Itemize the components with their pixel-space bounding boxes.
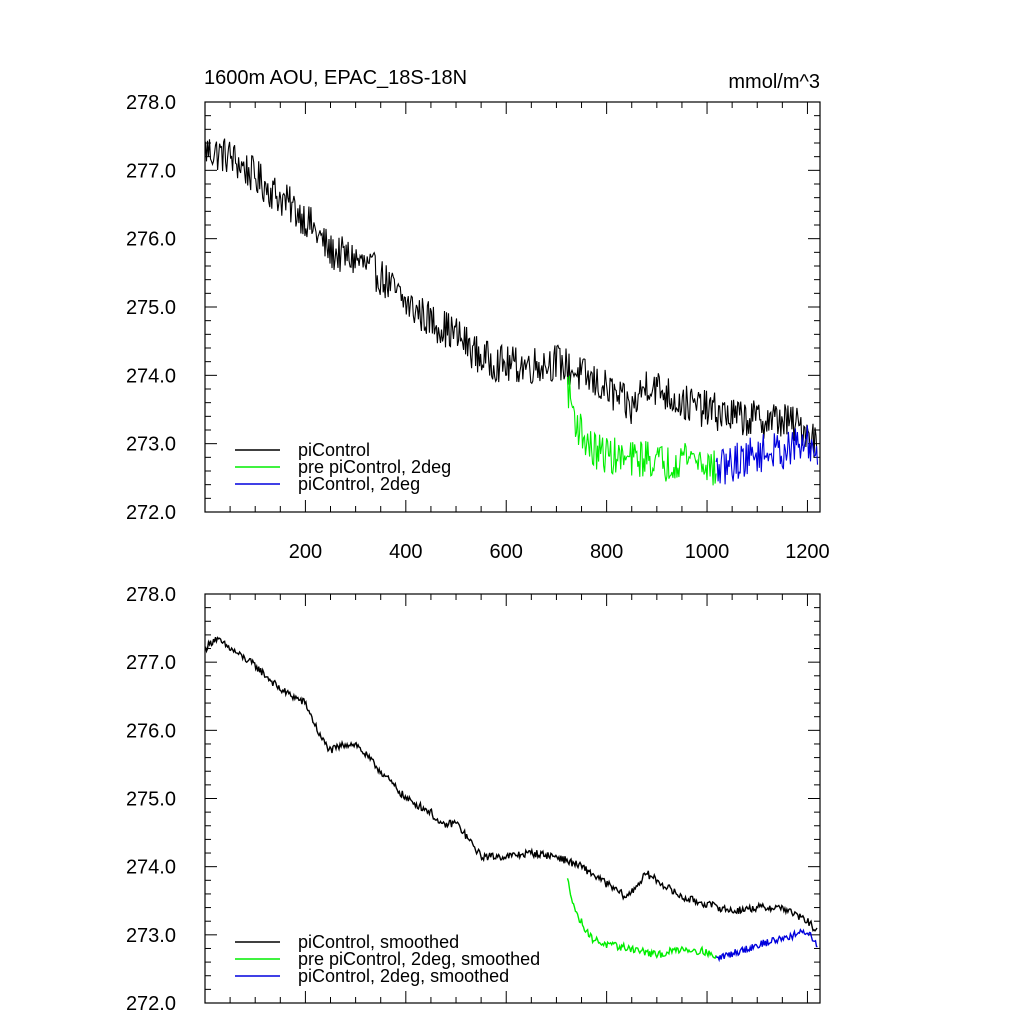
x-tick-label: 400 [389, 541, 422, 563]
legend-label: piControl, 2deg, smoothed [298, 966, 509, 986]
legend-label: pre piControl, 2deg [298, 457, 451, 477]
y-tick-label: 275.0 [126, 297, 176, 319]
legend-label: piControl, smoothed [298, 932, 459, 952]
x-tick-label: 600 [490, 541, 523, 563]
y-tick-label: 277.0 [126, 652, 176, 674]
y-tick-label: 278.0 [126, 584, 176, 606]
series-line-pre-picontrol-2deg [566, 375, 717, 486]
y-tick-label: 273.0 [126, 434, 176, 456]
x-tick-label: 800 [590, 541, 623, 563]
x-tick-label: 1200 [785, 541, 830, 563]
x-tick-label: 200 [289, 541, 322, 563]
series-line-picontrol [204, 138, 818, 458]
y-tick-label: 273.0 [126, 925, 176, 947]
legend-label: piControl, 2deg [298, 474, 420, 494]
legend-label: piControl [298, 440, 370, 460]
series-line-pre-picontrol-2deg-smoothed [566, 878, 717, 960]
y-tick-label: 278.0 [126, 92, 176, 114]
y-tick-label: 277.0 [126, 160, 176, 182]
legend-label: pre piControl, 2deg, smoothed [298, 949, 540, 969]
series-line-picontrol-smoothed [204, 636, 818, 932]
series-line-picontrol-2deg-smoothed [715, 928, 818, 963]
y-tick-label: 274.0 [126, 857, 176, 879]
y-tick-label: 276.0 [126, 720, 176, 742]
y-tick-label: 275.0 [126, 789, 176, 811]
top-panel: 272.0 273.0 274.0 275.0 276.0 277.0 278.0 200 40… [126, 92, 830, 563]
y-tick-label: 272.0 [126, 993, 176, 1015]
series-line-picontrol-2deg [715, 425, 819, 485]
bottom-panel: 272.0 273.0 274.0 275.0 276.0 277.0 278.0 piCon… [126, 584, 821, 1015]
chart-title: 1600m AOU, EPAC_18S-18N [204, 67, 467, 89]
y-tick-label: 276.0 [126, 229, 176, 251]
chart-units: mmol/m^3 [728, 71, 820, 93]
x-tick-label: 1000 [685, 541, 730, 563]
y-tick-label: 274.0 [126, 365, 176, 387]
y-tick-label: 272.0 [126, 502, 176, 524]
